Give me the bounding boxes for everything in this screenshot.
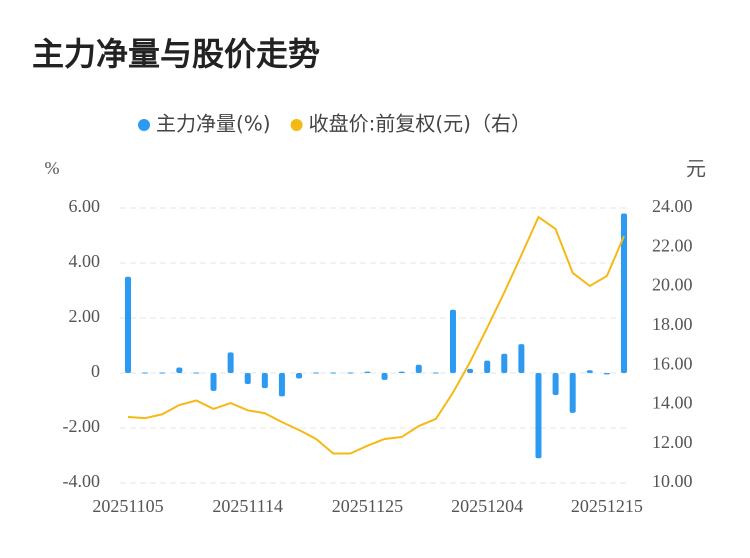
bar (330, 372, 337, 374)
bar (261, 373, 268, 389)
y-tick-label: 2.00 (69, 306, 101, 326)
y-tick-label: 4.00 (69, 251, 101, 271)
bar (193, 372, 200, 374)
x-tick-label: 20251204 (451, 496, 523, 516)
bar (621, 213, 627, 373)
bar (176, 367, 183, 373)
bar (467, 368, 474, 373)
bar (142, 372, 149, 374)
y-tick-label: 0 (91, 361, 100, 381)
y-tick-label: -4.00 (63, 471, 101, 491)
bar (569, 373, 576, 413)
y2-tick-label: 22.00 (652, 235, 693, 255)
bar (210, 373, 217, 391)
y2-tick-label: 24.00 (652, 196, 693, 216)
bar (347, 372, 354, 374)
x-tick-label: 20251125 (332, 496, 403, 516)
y2-tick-label: 12.00 (652, 432, 693, 452)
y2-tick-label: 16.00 (652, 353, 693, 373)
bar (244, 373, 251, 384)
bar (227, 352, 234, 373)
x-tick-label: 20251105 (92, 496, 163, 516)
bar (381, 373, 388, 380)
bar (518, 344, 525, 373)
legend-marker (138, 119, 150, 131)
y-tick-label: 6.00 (69, 196, 101, 216)
y2-axis-label: 元 (686, 157, 706, 181)
y2-tick-label: 14.00 (652, 393, 693, 413)
bar (313, 372, 320, 374)
x-tick-label: 20251114 (212, 496, 283, 516)
y2-tick-label: 10.00 (652, 471, 693, 491)
bar (586, 370, 593, 373)
bar (501, 353, 508, 373)
bar (552, 373, 559, 395)
legend-marker (290, 119, 303, 131)
bar (449, 309, 456, 373)
bar (159, 372, 166, 374)
bar (484, 360, 491, 373)
bar (125, 276, 131, 373)
bar (603, 373, 610, 375)
y2-tick-label: 20.00 (652, 275, 693, 295)
bar (398, 371, 405, 373)
price-line (127, 215, 625, 455)
bar (278, 373, 285, 397)
x-tick-label: 20251215 (571, 496, 643, 516)
bar (296, 373, 303, 379)
bar (535, 373, 542, 459)
bar (415, 364, 422, 373)
chart-title: 主力净量与股价走势 (32, 35, 320, 73)
y2-tick-label: 18.00 (652, 314, 693, 334)
bar (432, 372, 439, 374)
y-tick-label: -2.00 (63, 416, 101, 436)
legend-label: 主力净量(%) (156, 112, 271, 136)
legend-label: 收盘价:前复权(元)（右） (309, 112, 531, 136)
y-axis-label: % (45, 158, 60, 178)
bar (364, 371, 371, 373)
